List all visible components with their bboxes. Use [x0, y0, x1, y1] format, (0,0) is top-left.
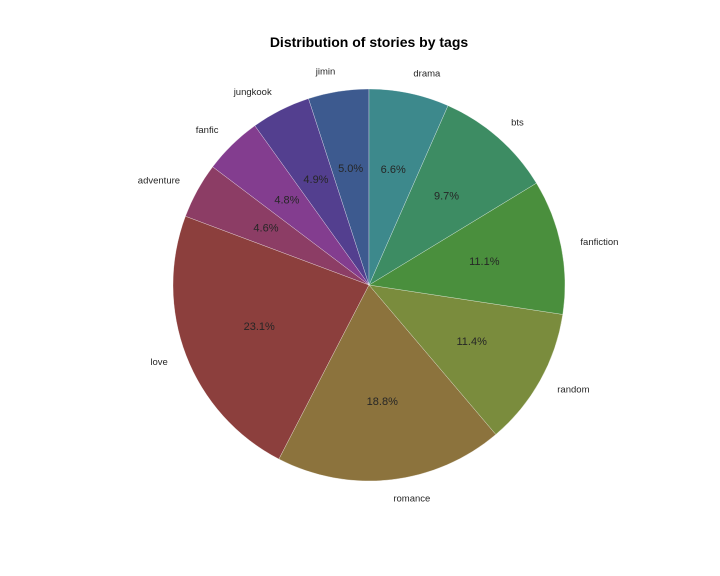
slice-label-bts: bts	[511, 117, 524, 128]
pie-slice-bts	[368, 105, 537, 286]
slice-percent-adventure: 4.6%	[253, 222, 278, 234]
pie-slice-drama	[368, 88, 449, 286]
slice-label-jimin: jimin	[315, 67, 336, 78]
slice-percent-jungkook: 4.9%	[303, 174, 328, 186]
slice-percent-romance: 18.8%	[367, 396, 398, 408]
slice-percent-jimin: 5.0%	[338, 163, 363, 175]
slice-label-jungkook: jungkook	[233, 87, 272, 98]
pie-slices	[172, 88, 566, 482]
slice-label-love: love	[150, 357, 167, 368]
slice-percent-random: 11.4%	[457, 336, 488, 348]
pie-slice-fanfiction	[368, 182, 566, 315]
slice-label-random: random	[557, 385, 589, 396]
slice-label-adventure: adventure	[138, 176, 180, 187]
slice-percent-bts: 9.7%	[434, 190, 459, 202]
slice-percent-drama: 6.6%	[381, 164, 406, 176]
slice-label-romance: romance	[393, 494, 430, 505]
pie-slice-romance	[278, 284, 497, 482]
pie-slice-random	[368, 284, 563, 435]
slice-label-drama: drama	[413, 69, 441, 80]
slice-label-fanfic: fanfic	[196, 125, 219, 136]
slice-percent-fanfiction: 11.1%	[469, 256, 500, 268]
slice-percent-love: 23.1%	[244, 321, 275, 333]
slice-label-fanfiction: fanfiction	[580, 237, 618, 248]
slice-percent-fanfic: 4.8%	[274, 195, 299, 207]
chart-title: Distribution of stories by tags	[270, 34, 469, 50]
pie-slice-love	[172, 216, 370, 460]
pie-labels: 5.0% jimin 4.9% jungkook 4.8% fanfic 4.6% adven…	[138, 67, 619, 505]
